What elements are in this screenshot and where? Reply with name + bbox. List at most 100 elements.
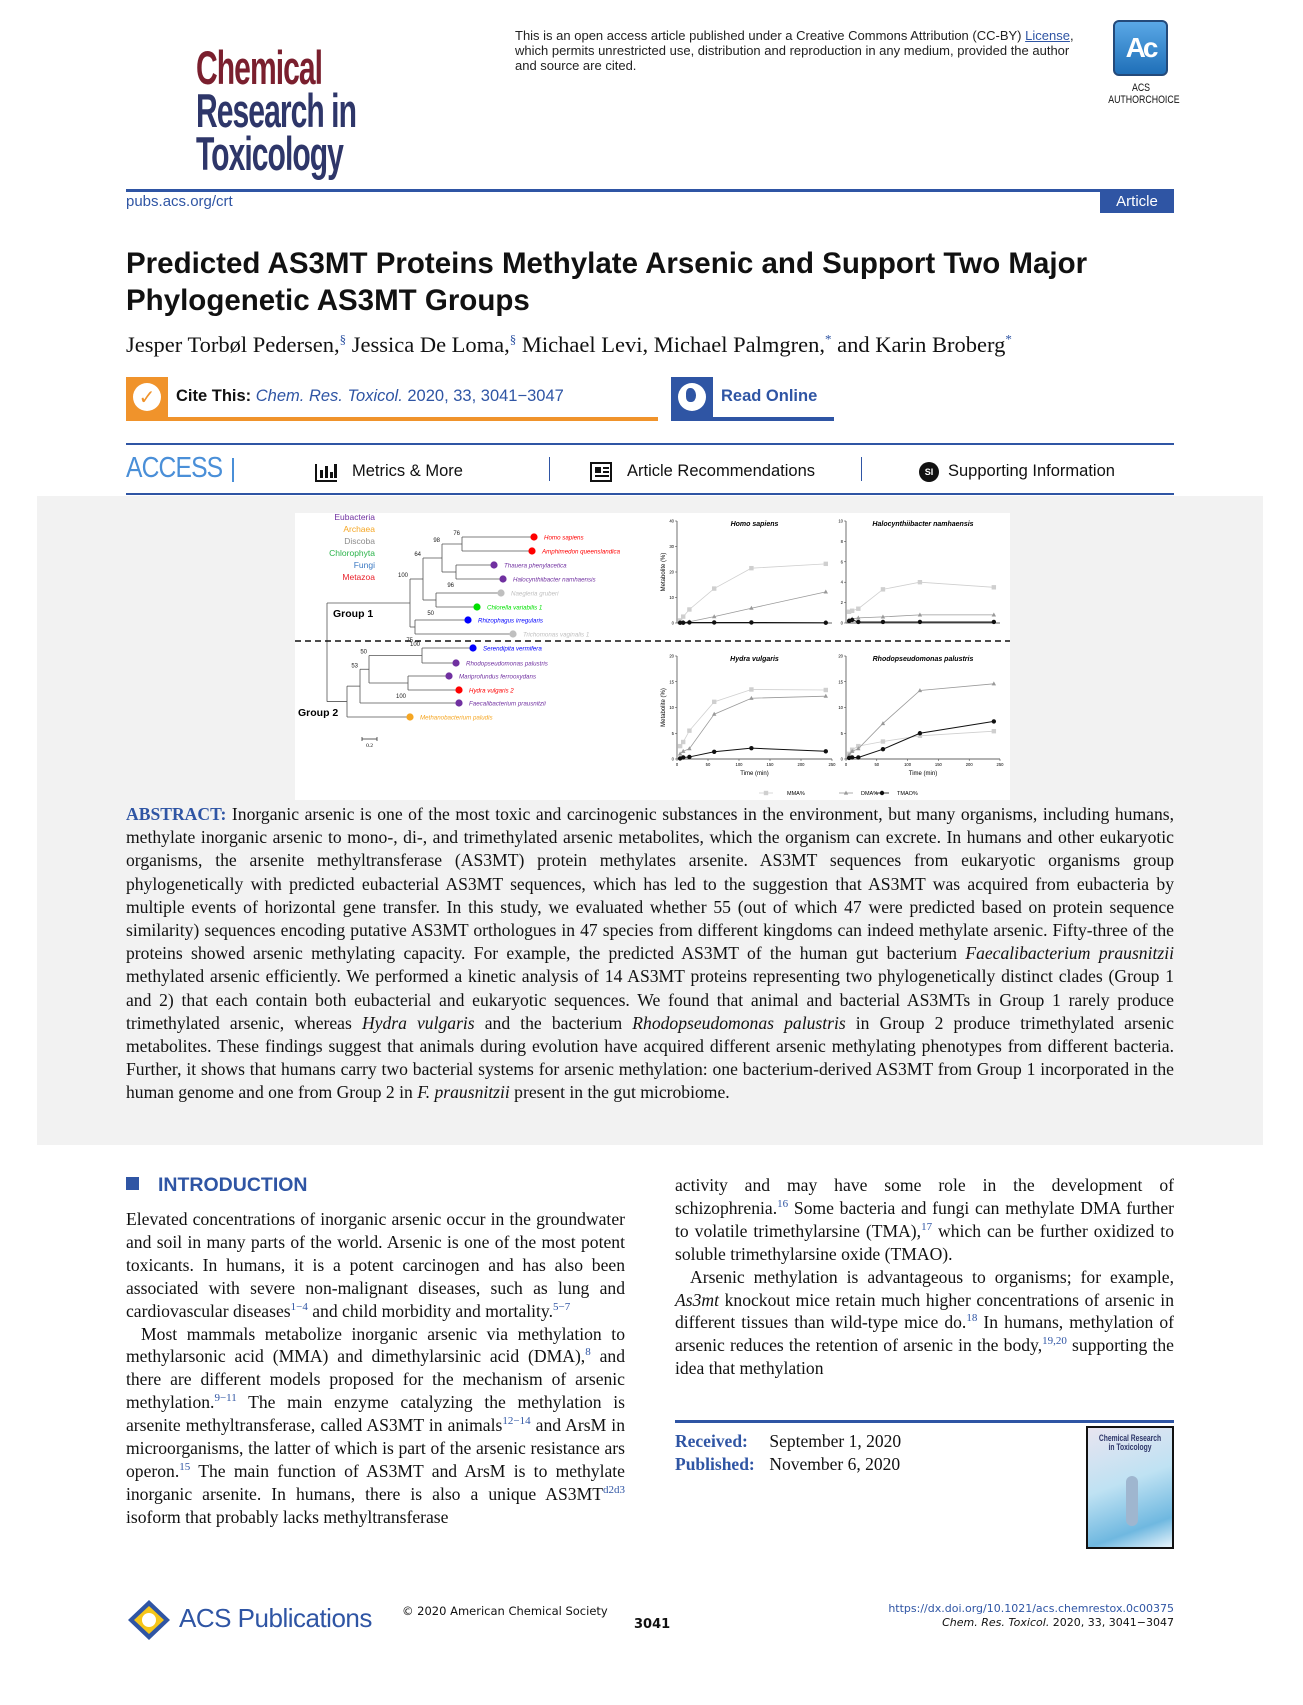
reference-citation[interactable]: 1−4 — [290, 1300, 308, 1313]
series-line-dma — [680, 591, 826, 624]
paragraph: Most mammals metabolize inorganic arseni… — [126, 1323, 625, 1529]
y-tick-label: 30 — [669, 544, 674, 549]
authorchoice-label: ACS AUTHORCHOICE — [1108, 82, 1180, 106]
y-tick-label: 15 — [669, 679, 674, 684]
y-axis-label: Metabolite (%) — [661, 688, 667, 727]
text-segment: activity and may have some role in the d… — [675, 1175, 1174, 1218]
text-segment: isoform that probably lacks methyltransf… — [126, 1506, 449, 1527]
license-text: , which permits unrestricted use, distri… — [515, 28, 1074, 73]
data-point — [687, 728, 692, 733]
taxon-dot — [473, 603, 481, 611]
taxon-label: Faecalibacterium prausnitzii — [469, 701, 546, 708]
y-tick-label: 20 — [669, 570, 674, 575]
bootstrap-value: 50 — [360, 650, 367, 656]
reference-citation[interactable]: 5−7 — [552, 1300, 571, 1313]
reference-citation[interactable]: 17 — [921, 1220, 933, 1233]
author[interactable]: Michael Levi, Michael Palmgren, — [516, 332, 825, 357]
access-top-rule — [126, 443, 1174, 445]
authorchoice-icon: Ac — [1113, 20, 1168, 76]
supporting-information-link[interactable]: Supporting Information — [948, 462, 1115, 480]
acs-publications-logo: ACS Publications — [179, 1603, 372, 1633]
taxon-label: Hydra vulgaris 2 — [469, 688, 514, 695]
reference-citation[interactable]: 18 — [966, 1312, 978, 1325]
text-segment: and there are different models proposed … — [126, 1346, 625, 1413]
reference-citation[interactable]: 19,20 — [1042, 1335, 1067, 1348]
text-segment: methylated arsenic efficiently. We perfo… — [126, 966, 1174, 1033]
text-segment: Arsenic methylation is advantageous to o… — [690, 1266, 1174, 1287]
author[interactable]: Jessica De Loma, — [346, 332, 510, 357]
reference-citation[interactable]: 16 — [777, 1197, 789, 1210]
data-point — [749, 745, 754, 751]
data-point — [856, 606, 861, 611]
cite-this-box[interactable]: ✓ Cite This: Chem. Res. Toxicol. 2020, 3… — [126, 377, 658, 421]
data-point — [917, 733, 923, 739]
metrics-more-link[interactable]: Metrics & More — [352, 462, 463, 480]
text-segment: and the bacterium — [474, 1012, 633, 1033]
text-segment: knockout mice retain much higher concent… — [675, 1289, 1174, 1333]
logo-line: Chemical — [196, 41, 323, 94]
published-label: Published: — [675, 1454, 755, 1474]
legend-label: DMA% — [861, 791, 878, 797]
data-point — [687, 620, 692, 625]
bootstrap-value: 100 — [410, 642, 421, 648]
taxon-label: Thauera phenylacetica — [504, 563, 567, 570]
data-point — [991, 719, 997, 724]
header-rule — [126, 189, 1174, 192]
author-mark: * — [1005, 331, 1012, 347]
text-segment: The main enzyme catalyzing the methylati… — [126, 1392, 625, 1436]
data-point — [823, 620, 828, 625]
y-tick-label: 10 — [669, 595, 674, 600]
y-tick-label: 20 — [838, 654, 843, 659]
toc-figure-svg: Eubacteria Archaea Discoba Chlorophyta Fungi… — [295, 512, 1010, 797]
journal-url-link[interactable]: pubs.acs.org/crt — [126, 193, 233, 210]
access-label: ACCESS — [126, 452, 223, 484]
taxon-dot — [455, 699, 463, 707]
data-point — [681, 748, 686, 753]
author-mark: § — [339, 331, 347, 347]
cite-label: Cite This: — [176, 387, 252, 405]
reference-citation[interactable]: 8 — [585, 1346, 591, 1359]
author[interactable]: Jesper Torbøl Pedersen, — [126, 332, 340, 357]
bootstrap-value: 98 — [433, 538, 440, 544]
data-point — [849, 608, 855, 613]
x-tick-label: 0 — [676, 762, 679, 767]
taxon-dot — [464, 616, 472, 624]
y-tick-label: 20 — [669, 654, 674, 659]
taxon-legend-label: Chlorophyta — [329, 548, 375, 558]
data-point — [846, 609, 852, 614]
data-point — [991, 612, 997, 617]
read-online-label: Read Online — [721, 387, 818, 405]
author-list: Jesper Torbøl Pedersen,§ Jessica De Loma… — [126, 332, 1012, 358]
x-tick-label: 50 — [706, 762, 711, 767]
journal-cover-image[interactable]: Chemical Research in Toxicology — [1086, 1426, 1174, 1549]
footer-journal: Chem. Res. Toxicol. — [942, 1616, 1050, 1629]
taxon-dot — [469, 644, 477, 652]
taxon-label: Trichomonas vaginalis 1 — [523, 632, 589, 639]
data-point — [749, 605, 754, 610]
text-segment: Inorganic arsenic is one of the most tox… — [126, 804, 1174, 964]
reference-citation[interactable]: 15 — [179, 1460, 191, 1473]
author-mark: § — [509, 331, 517, 347]
data-point — [687, 607, 692, 612]
y-tick-label: 4 — [841, 580, 844, 585]
reference-citation[interactable]: 12−14 — [502, 1415, 531, 1428]
read-online-button[interactable]: Read Online — [671, 377, 834, 421]
data-point — [856, 755, 861, 760]
data-point — [677, 620, 683, 625]
article-recommendations-link[interactable]: Article Recommendations — [627, 462, 815, 480]
data-point — [823, 749, 828, 754]
data-point — [991, 619, 997, 625]
text-segment: which can be further oxidized to soluble… — [675, 1220, 1174, 1264]
group-label: Group 2 — [298, 707, 338, 719]
taxon-dot — [528, 547, 536, 555]
y-tick-label: 2 — [841, 600, 844, 605]
doi-link[interactable]: https://dx.doi.org/10.1021/acs.chemresto… — [888, 1602, 1174, 1615]
y-axis-label: Metabolite (%) — [661, 553, 667, 592]
author[interactable]: and Karin Broberg — [831, 332, 1006, 357]
license-link[interactable]: License — [1025, 28, 1070, 43]
data-point — [712, 711, 717, 716]
y-tick-label: 10 — [838, 705, 843, 710]
data-point — [880, 614, 886, 619]
reference-citation[interactable]: 9−11 — [214, 1392, 237, 1405]
reference-citation[interactable]: d2d3 — [603, 1483, 625, 1496]
